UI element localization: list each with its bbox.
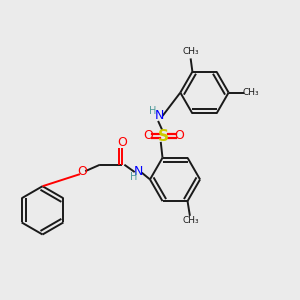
Text: O: O xyxy=(175,129,184,142)
Text: CH₃: CH₃ xyxy=(243,88,260,97)
Text: N: N xyxy=(154,110,164,122)
Text: S: S xyxy=(158,129,169,144)
Text: H: H xyxy=(130,172,137,182)
Text: H: H xyxy=(149,106,157,116)
Text: O: O xyxy=(77,165,87,178)
Text: CH₃: CH₃ xyxy=(182,216,199,225)
Text: O: O xyxy=(117,136,127,149)
Text: N: N xyxy=(134,165,143,178)
Text: CH₃: CH₃ xyxy=(182,47,199,56)
Text: O: O xyxy=(143,129,153,142)
